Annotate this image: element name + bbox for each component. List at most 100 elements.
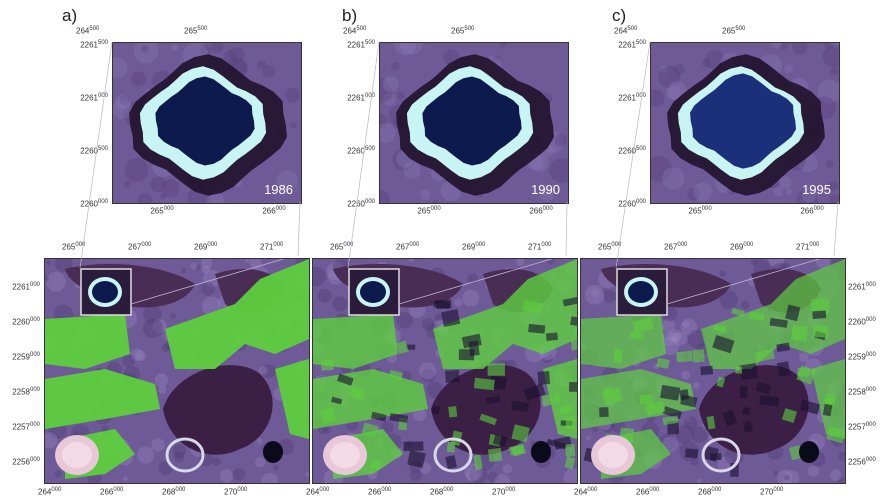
tick-value-minor: 000 — [649, 487, 660, 493]
tick-value-major: 266 — [262, 206, 276, 216]
tick-value-minor: 000 — [865, 387, 876, 393]
tick-value-major: 2260 — [848, 317, 866, 327]
ring-crater — [701, 437, 741, 473]
landsat-map-3 — [580, 258, 846, 484]
field-parcel — [445, 455, 458, 470]
dark-crater-lake — [263, 441, 283, 463]
field-parcel — [797, 367, 810, 377]
field-parcel — [389, 413, 409, 423]
zoom-left-tick: 2261500 — [347, 40, 375, 50]
field-parcel — [599, 407, 609, 418]
tick-value-major: 268 — [430, 487, 444, 497]
tick-value-major: 270 — [492, 487, 506, 497]
tick-value-minor: 000 — [97, 93, 108, 99]
ring-crater — [433, 437, 473, 473]
field-parcel — [448, 406, 458, 418]
zoom-image-3: 1995 — [650, 42, 840, 204]
tick-value-major: 264 — [574, 487, 588, 497]
zoom-top-tick: 264500 — [76, 26, 99, 36]
tick-value-minor: 000 — [813, 206, 824, 212]
tick-value-major: 2260 — [618, 146, 636, 156]
pale-crater-center — [598, 442, 628, 468]
field-parcel — [552, 392, 562, 404]
map-top-tick: 269000 — [730, 242, 753, 252]
field-parcel — [706, 415, 716, 430]
tick-value-minor: 000 — [865, 422, 876, 428]
tick-value-major: 2258 — [12, 387, 30, 397]
dark-crater-lake — [531, 441, 551, 463]
field-parcel — [492, 434, 508, 447]
tick-value-minor: 000 — [743, 242, 754, 248]
tick-value-minor: 500 — [627, 26, 638, 32]
tick-value-minor: 000 — [113, 487, 124, 493]
map-bottom-tick: 270000 — [224, 487, 247, 497]
tick-value-major: 265 — [688, 206, 702, 216]
tick-value-minor: 000 — [381, 487, 392, 493]
cultivated-field — [45, 314, 130, 369]
zoom-image-1: 1986 — [112, 42, 302, 204]
tick-value-major: 2257 — [12, 422, 30, 432]
tick-value-major: 266 — [800, 206, 814, 216]
field-parcel — [369, 458, 383, 471]
field-parcel — [468, 340, 480, 357]
inset-leader-line — [130, 259, 285, 305]
tick-value-major: 265 — [184, 26, 198, 36]
tick-value-major: 2261 — [347, 93, 365, 103]
tick-value-major: 265 — [330, 242, 344, 252]
tick-value-major: 268 — [162, 487, 176, 497]
tick-value-minor: 000 — [611, 242, 622, 248]
field-parcel — [403, 441, 424, 452]
tick-value-minor: 000 — [29, 422, 40, 428]
field-parcel — [361, 422, 379, 438]
field-parcel — [570, 337, 577, 351]
zoom-left-tick: 2261000 — [80, 93, 108, 103]
tick-value-minor: 500 — [197, 26, 208, 32]
tick-value-minor: 000 — [29, 387, 40, 393]
zoom-left-tick: 2261500 — [80, 40, 108, 50]
tick-value-major: 2261 — [12, 282, 30, 292]
tick-value-minor: 000 — [273, 242, 284, 248]
field-parcel — [613, 349, 623, 364]
field-parcel — [701, 445, 719, 462]
field-parcel — [509, 445, 524, 456]
field-parcel — [601, 387, 623, 406]
tick-value-major: 270 — [224, 487, 238, 497]
map-bottom-tick: 264000 — [38, 487, 61, 497]
field-parcel — [660, 384, 681, 401]
tick-value-major: 265 — [417, 206, 431, 216]
tick-value-major: 2261 — [618, 40, 636, 50]
field-parcel — [791, 325, 809, 342]
tick-value-minor: 000 — [542, 206, 553, 212]
map-bottom-tick: 270000 — [760, 487, 783, 497]
tick-value-major: 266 — [100, 487, 114, 497]
map-left-tick: 2259000 — [12, 352, 40, 362]
field-parcel — [433, 300, 451, 309]
field-parcel — [319, 406, 337, 424]
tick-value-major: 2256 — [12, 457, 30, 467]
tick-value-minor: 000 — [207, 242, 218, 248]
tick-value-major: 266 — [368, 487, 382, 497]
tick-value-minor: 000 — [29, 457, 40, 463]
zoom-left-tick: 2260500 — [347, 146, 375, 156]
field-parcel — [510, 400, 529, 413]
tick-value-major: 268 — [698, 487, 712, 497]
year-label: 1995 — [802, 182, 831, 197]
connector-line — [297, 201, 301, 257]
lake-water — [690, 73, 796, 169]
field-parcel — [769, 317, 788, 328]
map-top-tick: 267000 — [128, 242, 151, 252]
tick-value-minor: 000 — [29, 282, 40, 288]
connector-line — [565, 201, 568, 257]
tick-value-major: 2261 — [80, 40, 98, 50]
tick-value-minor: 000 — [51, 487, 62, 493]
field-parcel — [522, 299, 544, 314]
field-parcel — [662, 415, 679, 425]
tick-value-minor: 000 — [343, 242, 354, 248]
connector-line — [833, 201, 839, 257]
tick-value-minor: 500 — [97, 40, 108, 46]
field-parcel — [485, 395, 501, 405]
map-top-tick: 265000 — [62, 242, 85, 252]
tick-value-minor: 000 — [505, 487, 516, 493]
dark-hills — [163, 365, 273, 455]
field-parcel — [739, 385, 748, 399]
